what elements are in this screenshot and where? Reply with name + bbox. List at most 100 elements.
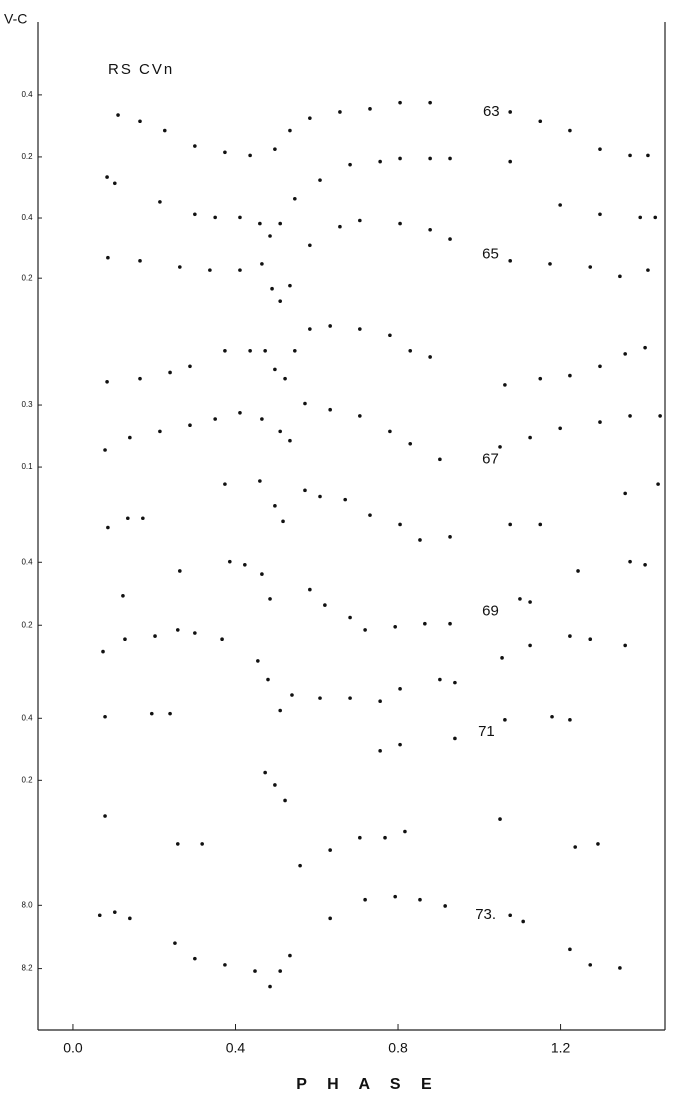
data-point (106, 255, 110, 260)
data-point (128, 435, 132, 440)
data-point (598, 147, 602, 151)
y-axis-label: V-C (4, 11, 27, 27)
data-point (273, 504, 277, 508)
data-point (418, 538, 422, 542)
data-point (138, 376, 142, 381)
data-point (623, 643, 627, 648)
data-point (238, 268, 242, 272)
data-point (443, 904, 447, 908)
data-point (213, 215, 217, 220)
data-point (448, 156, 452, 161)
data-point (243, 562, 247, 567)
data-point (278, 969, 282, 973)
data-point (448, 237, 452, 241)
data-point (308, 327, 312, 331)
data-point (428, 355, 432, 359)
data-point (646, 153, 650, 158)
data-point (263, 348, 267, 353)
data-point (273, 367, 277, 372)
data-point (508, 159, 512, 164)
data-point (113, 181, 117, 186)
data-point (646, 268, 650, 272)
data-point (175, 628, 180, 632)
data-point (393, 625, 397, 629)
data-point (266, 677, 270, 682)
data-point (328, 848, 332, 852)
data-point (318, 494, 322, 499)
y-tick-label: 0.4 (21, 557, 33, 566)
data-point (168, 370, 172, 375)
data-point (398, 100, 402, 105)
data-point (598, 364, 602, 369)
data-point (260, 262, 264, 266)
x-tick-label: 0.4 (226, 1040, 246, 1056)
data-point (303, 488, 307, 493)
data-point (628, 153, 632, 158)
curve-label: 69 (482, 602, 499, 619)
data-point (518, 597, 522, 601)
data-point (126, 516, 130, 521)
data-point (643, 345, 647, 350)
y-tick-label: 0.4 (21, 90, 33, 99)
data-point (521, 919, 525, 924)
data-point (528, 435, 532, 440)
data-point (368, 107, 372, 111)
data-point (398, 742, 402, 747)
data-point (438, 457, 442, 462)
data-point (303, 401, 307, 406)
data-point (101, 649, 105, 654)
data-point (448, 621, 452, 626)
data-point (378, 159, 382, 164)
curve-label: 71 (478, 723, 495, 740)
data-point (428, 100, 432, 105)
data-point (623, 352, 627, 356)
x-tick-label: 1.2 (551, 1040, 571, 1056)
data-point (175, 842, 180, 846)
data-point (568, 373, 572, 378)
curve-label: 63 (483, 103, 500, 120)
data-point (268, 234, 272, 238)
data-point (138, 119, 142, 124)
data-point (658, 414, 662, 418)
data-point (643, 562, 647, 567)
data-point (323, 603, 327, 607)
data-point (588, 637, 593, 642)
data-point (428, 228, 432, 232)
data-point (568, 718, 572, 722)
data-point (453, 736, 457, 741)
data-point (588, 963, 593, 967)
data-point (281, 519, 285, 524)
data-point (358, 835, 362, 840)
data-point (538, 119, 543, 124)
data-point (105, 175, 109, 179)
data-point (348, 615, 352, 620)
data-point (153, 634, 157, 638)
data-point (223, 482, 227, 486)
curve-label: 67 (482, 450, 499, 467)
data-point (253, 969, 257, 973)
y-tick-label: 0.2 (21, 273, 33, 282)
data-point (538, 376, 543, 381)
data-point (498, 817, 502, 821)
data-point (528, 643, 532, 648)
curve-label: 73. (475, 906, 496, 923)
data-point (227, 559, 232, 564)
data-point (288, 438, 292, 443)
y-tick-label: 8.2 (21, 964, 33, 973)
data-point (162, 128, 167, 133)
data-point (368, 513, 372, 517)
data-point (278, 708, 282, 713)
data-point (528, 600, 532, 604)
data-point (260, 572, 264, 576)
data-point (408, 442, 413, 446)
y-tick-label: 8.0 (21, 900, 33, 909)
data-point (116, 113, 120, 117)
y-tick-label: 0.2 (21, 775, 33, 784)
data-point (123, 637, 127, 642)
data-point (173, 941, 177, 945)
data-point (268, 597, 272, 601)
data-point (618, 966, 622, 970)
data-point (298, 863, 302, 868)
data-point (223, 348, 227, 353)
